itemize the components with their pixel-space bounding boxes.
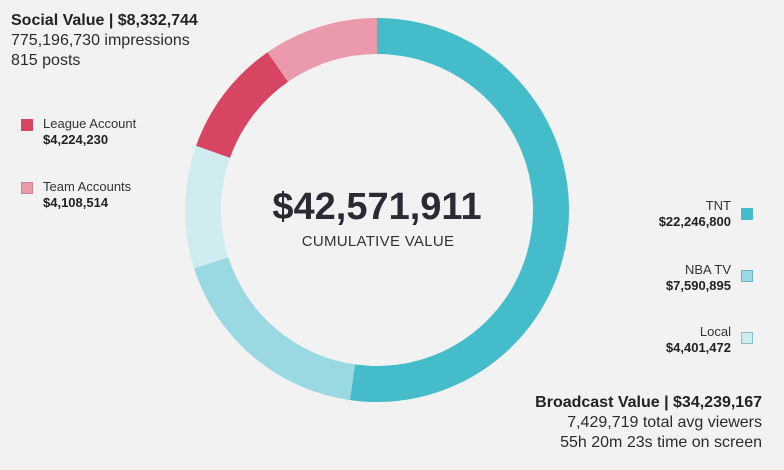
legend-value-tnt: $22,246,800 [658, 214, 731, 229]
broadcast-value-header: Broadcast Value | $34,239,167 7,429,719 … [535, 394, 762, 452]
legend-item-league-account: League Account $4,224,230 [21, 116, 136, 147]
legend-label-nba-tv: NBA TV [684, 262, 731, 277]
legend-value-league-account: $4,224,230 [43, 132, 109, 147]
legend-item-nba-tv: NBA TV $7,590,895 [666, 262, 753, 293]
legend-swatch-tnt [741, 208, 753, 220]
legend-label-local: Local [699, 324, 731, 339]
cumulative-value-total: $42,571,911 [272, 186, 481, 228]
legend-label-tnt: TNT [705, 198, 731, 213]
legend-item-local: Local $4,401,472 [666, 324, 753, 355]
legend-value-nba-tv: $7,590,895 [665, 278, 731, 293]
legend-label-league-account: League Account [43, 116, 137, 131]
legend-label-team-accounts: Team Accounts [43, 179, 132, 194]
legend-swatch-local [741, 332, 753, 344]
donut-slice-tnt [349, 18, 569, 402]
legend-swatch-nba-tv [741, 270, 753, 282]
broadcast-viewers: 7,429,719 total avg viewers [567, 414, 762, 431]
donut-slice-team-accounts [267, 18, 377, 82]
legend-item-tnt: TNT $22,246,800 [659, 198, 753, 229]
legend-swatch-team-accounts [21, 182, 33, 194]
social-impressions: 775,196,730 impressions [11, 32, 190, 49]
legend-value-local: $4,401,472 [665, 340, 731, 355]
legend-swatch-league-account [21, 119, 33, 131]
social-posts: 815 posts [11, 52, 81, 69]
cumulative-value-caption: CUMULATIVE VALUE [302, 233, 455, 250]
donut-slice-local [185, 145, 230, 269]
social-value-header: Social Value | $8,332,744 775,196,730 im… [11, 12, 198, 70]
donut-slice-nba-tv [194, 257, 355, 401]
donut-slices [185, 18, 569, 402]
social-value-title: Social Value | $8,332,744 [11, 12, 198, 29]
broadcast-value-title: Broadcast Value | $34,239,167 [535, 394, 762, 411]
legend-item-team-accounts: Team Accounts $4,108,514 [21, 179, 131, 210]
donut-slice-league-account [196, 52, 289, 158]
legend-value-team-accounts: $4,108,514 [43, 195, 109, 210]
broadcast-time-on-screen: 55h 20m 23s time on screen [560, 434, 762, 451]
